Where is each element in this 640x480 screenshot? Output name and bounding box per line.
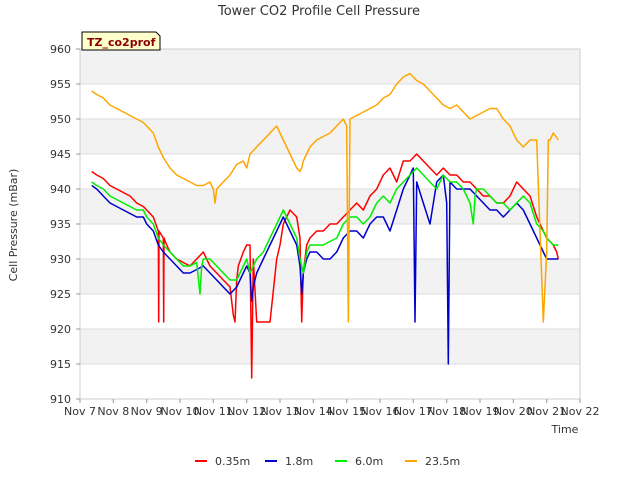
legend: 0.35m 1.8m 6.0m 23.5m <box>195 455 460 468</box>
grid-band <box>80 329 580 364</box>
y-tick-label: 925 <box>50 288 71 301</box>
y-tick-label: 940 <box>50 183 71 196</box>
x-tick-label: Nov 22 <box>561 405 600 418</box>
series-line-1.8m <box>91 167 559 365</box>
y-tick-label: 955 <box>50 78 71 91</box>
chart-title: Tower CO2 Profile Cell Pressure <box>217 4 420 19</box>
x-axis-label: Time <box>551 423 579 436</box>
grid-band <box>80 84 580 119</box>
grid-band <box>80 364 580 399</box>
y-axis-ticks: 910 915 920 925 930 935 940 945 950 955 960 <box>50 43 80 406</box>
x-tick-label: Nov 14 <box>294 405 333 418</box>
legend-label-0.35m: 0.35m <box>215 455 250 468</box>
series-line-23.5m <box>91 72 559 323</box>
grid-band <box>80 154 580 189</box>
series-line-0.35m <box>91 153 560 379</box>
x-tick-label: Nov 7 <box>64 405 96 418</box>
x-tick-label: Nov 13 <box>261 405 300 418</box>
y-tick-label: 945 <box>50 148 71 161</box>
y-tick-label: 960 <box>50 43 71 56</box>
dataset-tag: TZ_co2prof <box>81 31 161 51</box>
y-tick-label: 920 <box>50 323 71 336</box>
x-tick-label: Nov 10 <box>161 405 200 418</box>
y-tick-label: 930 <box>50 253 71 266</box>
y-tick-label: 950 <box>50 113 71 126</box>
series-line-6.0m <box>91 167 559 295</box>
x-tick-label: Nov 8 <box>97 405 129 418</box>
grid-band <box>80 189 580 224</box>
x-tick-label: Nov 19 <box>461 405 500 418</box>
x-tick-label: Nov 21 <box>527 405 566 418</box>
legend-label-6.0m: 6.0m <box>355 455 383 468</box>
x-tick-label: Nov 12 <box>227 405 266 418</box>
series-lines <box>91 72 560 379</box>
x-tick-label: Nov 11 <box>194 405 233 418</box>
dataset-tag-label: TZ_co2prof <box>87 36 156 49</box>
y-axis-label: Cell Pressure (mBar) <box>7 169 20 282</box>
x-tick-label: Nov 16 <box>361 405 400 418</box>
x-tick-label: Nov 17 <box>394 405 433 418</box>
y-tick-label: 935 <box>50 218 71 231</box>
x-tick-label: Nov 20 <box>494 405 533 418</box>
dataset-tag-box <box>81 31 161 51</box>
x-tick-label: Nov 9 <box>131 405 163 418</box>
x-tick-label: Nov 18 <box>427 405 466 418</box>
x-tick-label: Nov 15 <box>327 405 366 418</box>
y-tick-label: 915 <box>50 358 71 371</box>
legend-label-23.5m: 23.5m <box>425 455 460 468</box>
y-tick-label: 910 <box>50 393 71 406</box>
grid-band <box>80 49 580 84</box>
grid-band <box>80 294 580 329</box>
legend-label-1.8m: 1.8m <box>285 455 313 468</box>
grid-band <box>80 259 580 294</box>
grid-band <box>80 119 580 154</box>
